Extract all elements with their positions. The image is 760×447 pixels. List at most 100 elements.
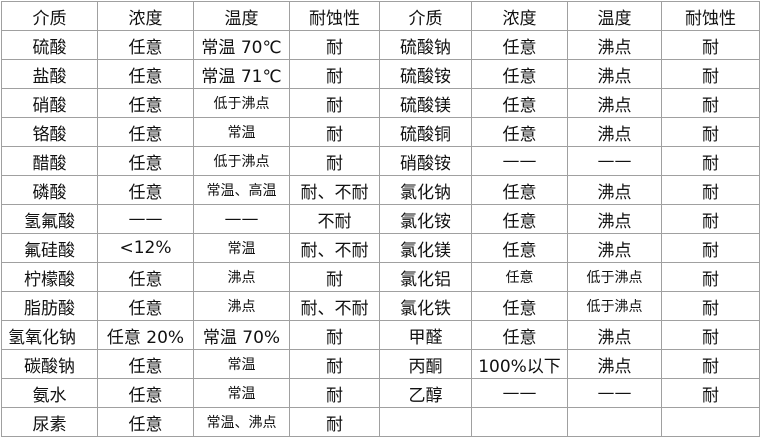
cell: 尿素	[1, 407, 98, 437]
empty-cell	[471, 407, 568, 437]
cell: 常温 70%	[193, 320, 290, 350]
cell: 氢氧化钠	[1, 320, 98, 350]
cell: 脂肪酸	[1, 291, 98, 321]
cell: 耐	[661, 175, 760, 205]
cell: 任意	[471, 117, 568, 147]
cell: 硝酸铵	[379, 146, 472, 176]
table-row: 氢氧化钠 任意 20% 常温 70% 耐甲醛 任意 沸点耐	[1, 320, 760, 350]
cell: 耐、不耐	[289, 291, 380, 321]
cell: 耐蚀性	[289, 1, 380, 31]
header-row: 介质 浓度 温度 耐蚀性 介质 浓度 温度 耐蚀性	[1, 1, 760, 31]
cell: 低于沸点	[193, 88, 290, 118]
cell: 低于沸点	[567, 262, 662, 292]
cell: 常温	[193, 378, 290, 408]
cell: 耐蚀性	[661, 1, 760, 31]
table-row: 柠檬酸 任意 沸点耐氯化铝 任意 低于沸点耐	[1, 262, 760, 292]
cell: 常温、高温	[193, 175, 290, 205]
cell: 氯化钠	[379, 175, 472, 205]
empty-cell	[379, 407, 472, 437]
cell: 硝酸	[1, 88, 98, 118]
cell: 耐	[289, 262, 380, 292]
cell: 耐	[661, 320, 760, 350]
cell: 耐	[661, 262, 760, 292]
cell: 任意	[471, 262, 568, 292]
cell: 任意	[471, 291, 568, 321]
cell: 沸点	[567, 59, 662, 89]
table-row: 硫酸 任意 常温 70℃ 耐硫酸钠 任意 沸点耐	[1, 30, 760, 60]
cell: 耐	[661, 117, 760, 147]
empty-cell	[661, 407, 760, 437]
cell: 耐、不耐	[289, 175, 380, 205]
cell: 浓度	[471, 1, 568, 31]
cell: 温度	[567, 1, 662, 31]
cell: 沸点	[567, 175, 662, 205]
table-row: 磷酸 任意 常温、高温 耐、不耐 氯化钠 任意 沸点耐	[1, 175, 760, 205]
cell: 常温 71℃	[193, 59, 290, 89]
cell: 任意	[471, 175, 568, 205]
cell: 耐	[661, 88, 760, 118]
cell: 耐	[661, 233, 760, 263]
cell: 碳酸钠	[1, 349, 98, 379]
table-row: 氨水 任意 常温耐乙醇 —— —— 耐	[1, 378, 760, 408]
cell: 任意	[97, 146, 194, 176]
cell: 介质	[1, 1, 98, 31]
cell: 耐	[661, 204, 760, 234]
cell: 硫酸铵	[379, 59, 472, 89]
cell: ——	[567, 378, 662, 408]
cell: 不耐	[289, 204, 380, 234]
cell: 硫酸钠	[379, 30, 472, 60]
cell: 耐	[661, 30, 760, 60]
cell: 沸点	[193, 291, 290, 321]
cell: 耐、不耐	[289, 233, 380, 263]
table-row: 氟硅酸 <12% 常温 耐、不耐 氯化镁 任意 沸点耐	[1, 233, 760, 263]
cell: 任意	[471, 30, 568, 60]
cell: 任意	[471, 59, 568, 89]
cell: 任意	[471, 88, 568, 118]
cell: 耐	[289, 378, 380, 408]
cell: 氨水	[1, 378, 98, 408]
cell: 耐	[661, 378, 760, 408]
table-row: 尿素 任意 常温、沸点耐	[1, 407, 760, 437]
cell: 沸点	[567, 30, 662, 60]
cell: 耐	[289, 349, 380, 379]
cell: 任意	[97, 349, 194, 379]
table-row: 硝酸 任意 低于沸点耐硫酸镁 任意 沸点耐	[1, 88, 760, 118]
cell: 耐	[661, 291, 760, 321]
cell: 任意	[97, 291, 194, 321]
cell: 铬酸	[1, 117, 98, 147]
cell: 盐酸	[1, 59, 98, 89]
cell: 常温	[193, 349, 290, 379]
cell: 耐	[289, 407, 380, 437]
cell: 常温	[193, 117, 290, 147]
corrosion-table: 介质 浓度 温度 耐蚀性 介质 浓度 温度 耐蚀性 硫酸 任意 常温 70℃ 耐硫酸钠 任意 沸点耐盐酸任…	[1, 1, 760, 437]
table-row: 盐酸 任意 常温 71℃ 耐硫酸铵 任意 沸点耐	[1, 59, 760, 89]
cell: ——	[193, 204, 290, 234]
cell: 柠檬酸	[1, 262, 98, 292]
cell: 耐	[289, 88, 380, 118]
cell: ——	[471, 146, 568, 176]
cell: 沸点	[567, 117, 662, 147]
cell: ——	[567, 146, 662, 176]
cell: 耐	[289, 30, 380, 60]
cell: 任意	[471, 320, 568, 350]
table-row: 脂肪酸 任意 沸点 耐、不耐 氯化铁 任意 低于沸点耐	[1, 291, 760, 321]
cell: 甲醛	[379, 320, 472, 350]
cell: 常温 70℃	[193, 30, 290, 60]
cell: 沸点	[193, 262, 290, 292]
cell: 氟硅酸	[1, 233, 98, 263]
cell: 耐	[289, 146, 380, 176]
cell: 介质	[379, 1, 472, 31]
cell: 沸点	[567, 233, 662, 263]
cell: 任意	[97, 88, 194, 118]
cell: 耐	[289, 117, 380, 147]
table-row: 铬酸 任意 常温耐硫酸铜 任意 沸点耐	[1, 117, 760, 147]
cell: 氯化铁	[379, 291, 472, 321]
cell: 沸点	[567, 320, 662, 350]
cell: 任意 20%	[97, 320, 194, 350]
cell: 耐	[661, 59, 760, 89]
cell: 任意	[97, 175, 194, 205]
cell: 硫酸	[1, 30, 98, 60]
cell: 氯化铝	[379, 262, 472, 292]
cell: 任意	[471, 233, 568, 263]
cell: 低于沸点	[193, 146, 290, 176]
